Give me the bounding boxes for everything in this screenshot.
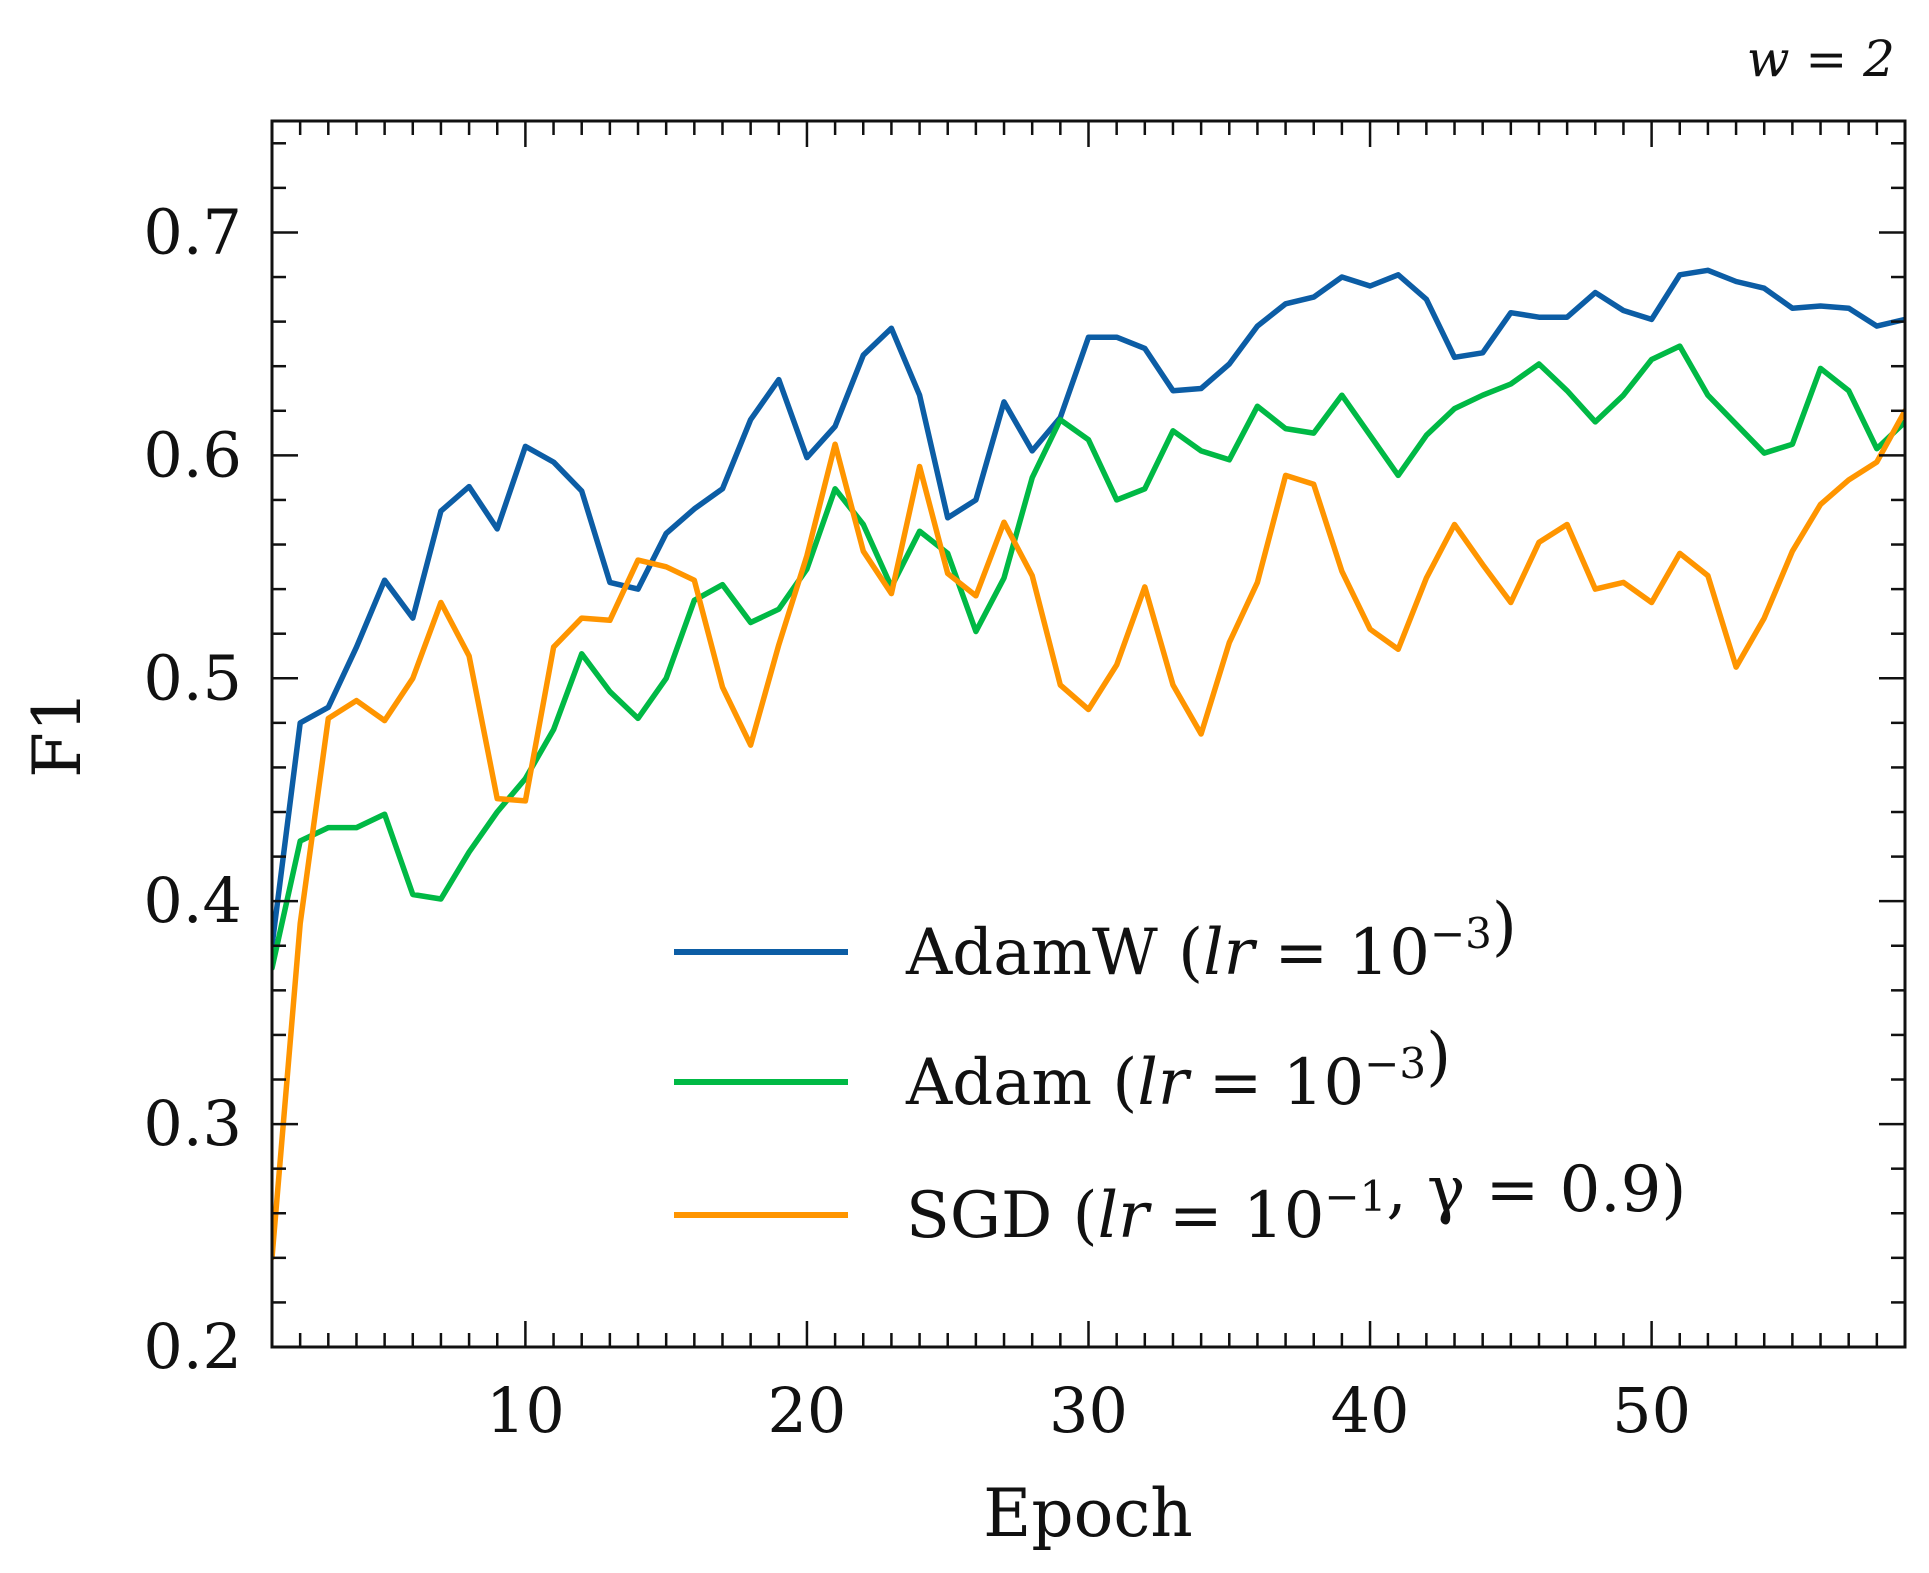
x-tick-label: 20 [767,1374,846,1447]
ticklabel-layer: 10 20 30 40 50 0.2 0.3 0.4 0.5 0.6 0.7 [143,195,1691,1447]
y-tick-label: 0.2 [143,1310,242,1383]
x-tick-label: 30 [1049,1374,1128,1447]
x-axis-label: Epoch [983,1475,1193,1552]
series-line-2 [272,343,1905,971]
y-tick-label: 0.3 [143,1087,242,1160]
series-line-3 [272,408,1905,1261]
y-axis-label: F1 [19,690,96,778]
y-tick-label: 0.4 [143,864,242,937]
y-tick-label: 0.6 [143,418,242,491]
x-tick-label: 50 [1612,1374,1691,1447]
series-line-1 [272,267,1905,949]
legend-label-1: AdamW (lr = 10−3) [905,890,1517,990]
x-tick-label: 10 [486,1374,565,1447]
panel-annotation: w = 2 [1747,30,1895,88]
series-layer [272,267,1905,1261]
y-tick-label: 0.5 [143,641,242,714]
tick-layer [272,121,1907,1349]
legend: AdamW (lr = 10−3) Adam (lr = 10−3) SGD (lr… [674,890,1686,1253]
y-tick-label: 0.7 [143,195,242,268]
legend-label-3: SGD (lr = 10−1, γ = 0.9) [906,1153,1686,1253]
x-tick-label: 40 [1331,1374,1410,1447]
legend-label-2: Adam (lr = 10−3) [905,1020,1451,1120]
